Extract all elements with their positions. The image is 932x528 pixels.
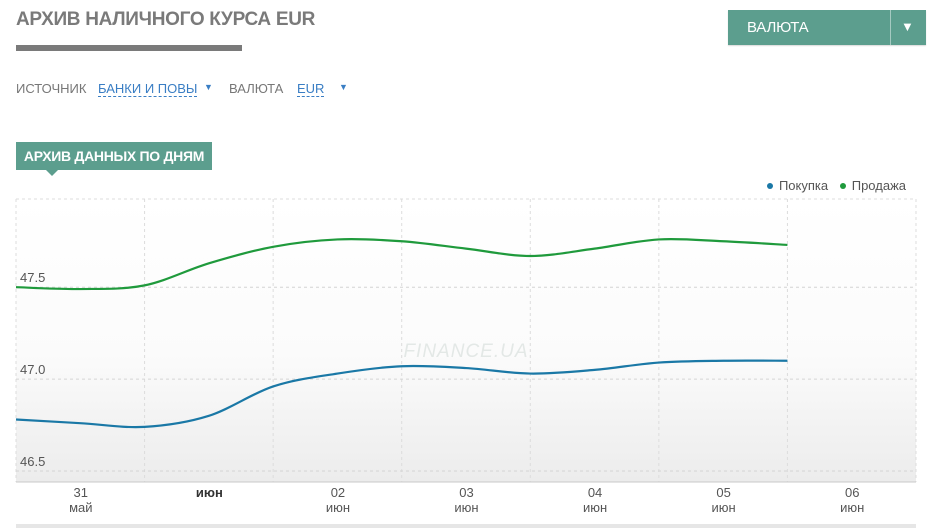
section-tab-label: АРХИВ ДАННЫХ ПО ДНЯМ: [23, 148, 205, 164]
y-tick-label: 46.5: [20, 454, 45, 469]
x-tick-label: 03: [459, 485, 473, 500]
currency-select[interactable]: EUR: [297, 81, 325, 97]
legend-dot-buy: [766, 182, 773, 189]
title-underline: [16, 45, 242, 51]
x-tick-label: 02: [331, 485, 345, 500]
watermark-logo: FINANCE.UA: [403, 341, 528, 362]
plot-background: [16, 199, 916, 482]
legend-item-sell[interactable]: Продажа: [839, 178, 906, 193]
x-tick-label: 06: [845, 485, 859, 500]
legend-label-sell: Продажа: [851, 178, 906, 193]
x-tick-label: 04: [588, 485, 602, 500]
page-title: АРХИВ НАЛИЧНОГО КУРСА EUR: [16, 9, 316, 30]
y-tick-label: 47.0: [20, 362, 45, 377]
x-tick-label: июн: [454, 500, 478, 515]
currency-chevron-down-icon[interactable]: ▼: [339, 82, 348, 92]
x-tick-label: июн: [583, 500, 607, 515]
chart-scrollbar[interactable]: [16, 524, 916, 528]
currency-dropdown-label: ВАЛЮТА: [747, 19, 809, 36]
x-tick-label: июн: [840, 500, 864, 515]
legend-dot-sell: [839, 182, 846, 189]
tab-notch: [46, 170, 58, 176]
x-tick-label: 31: [74, 485, 88, 500]
section-tab-daily-archive[interactable]: АРХИВ ДАННЫХ ПО ДНЯМ: [16, 142, 212, 176]
y-tick-label: 47.5: [20, 270, 45, 285]
source-chevron-down-icon[interactable]: ▼: [204, 82, 213, 92]
x-tick-label: июн: [712, 500, 736, 515]
source-select[interactable]: БАНКИ И ПОВЫ: [98, 81, 198, 97]
currency-dropdown-button[interactable]: ВАЛЮТА ▼: [728, 10, 926, 45]
source-label: ИСТОЧНИК: [16, 81, 87, 96]
x-tick-label: июн: [326, 500, 350, 515]
legend-item-buy[interactable]: Покупка: [766, 178, 829, 193]
dropdown-separator: [890, 10, 891, 45]
chart-legend: Покупка Продажа: [759, 178, 906, 193]
legend-label-buy: Покупка: [778, 178, 829, 193]
currency-label: ВАЛЮТА: [229, 81, 284, 96]
chevron-down-icon[interactable]: ▼: [901, 19, 914, 34]
x-tick-label: июн: [196, 485, 223, 500]
x-tick-label: 05: [716, 485, 730, 500]
x-tick-label: май: [69, 500, 92, 515]
series-line-sell: [15, 237, 788, 291]
series-line-buy: [15, 359, 788, 429]
